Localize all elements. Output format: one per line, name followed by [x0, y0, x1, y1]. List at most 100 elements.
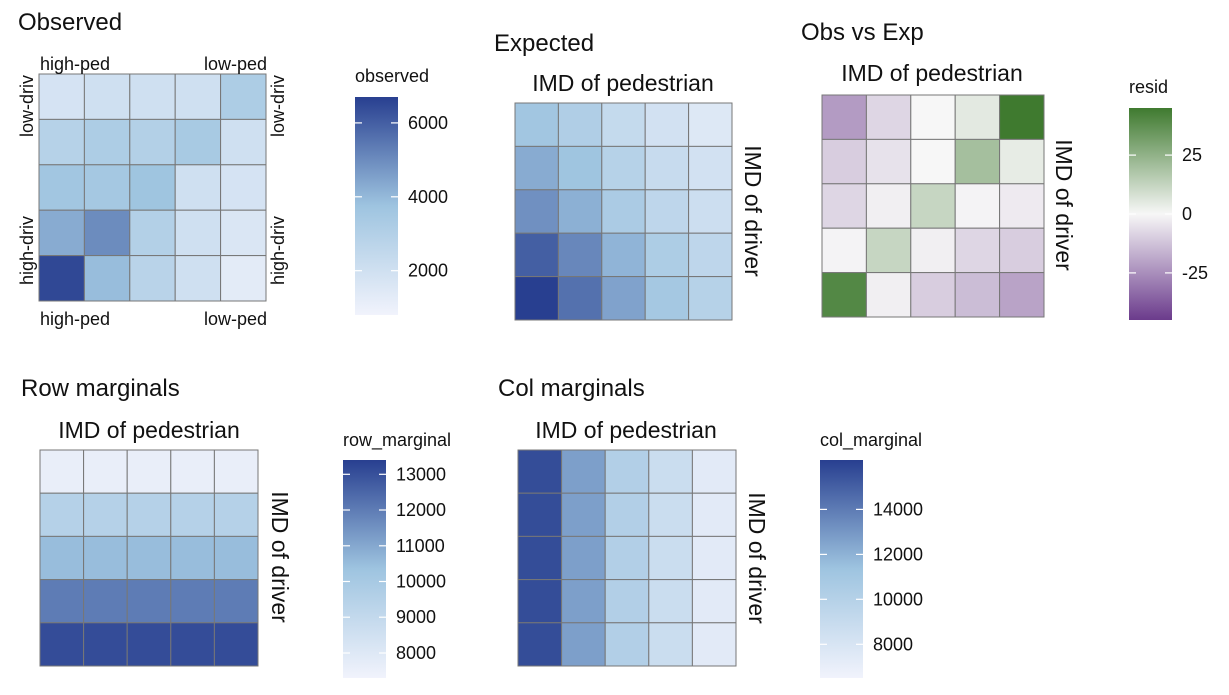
- heatmap-cell: [174, 209, 222, 257]
- legend-colorbar: [820, 460, 863, 678]
- heatmap-grid: [821, 94, 1045, 318]
- heatmap-cell: [514, 232, 559, 278]
- legend-tick-label: 25: [1182, 145, 1202, 165]
- heatmap-cell: [174, 73, 222, 120]
- corner-label-right-top: low-driv: [268, 75, 288, 137]
- legend-tick-label: 12000: [396, 500, 446, 520]
- x-axis-label: IMD of pedestrian: [841, 60, 1023, 86]
- heatmap-cell: [83, 164, 131, 211]
- heatmap-cell: [213, 535, 259, 581]
- panel-expected: Expected IMD of pedestrian IMD of driver: [494, 30, 766, 321]
- heatmap-cell: [604, 492, 650, 537]
- heatmap-cell: [517, 579, 563, 624]
- corner-label-left-bottom: high-driv: [17, 216, 37, 285]
- heatmap-cell: [954, 94, 1001, 140]
- heatmap-cell: [644, 189, 690, 234]
- heatmap-cell: [220, 164, 267, 211]
- heatmap-cell: [601, 102, 646, 147]
- panel-title: Col marginals: [498, 375, 645, 402]
- heatmap-cell: [604, 449, 650, 494]
- heatmap-cell: [910, 138, 956, 185]
- heatmap-cell: [126, 535, 172, 581]
- legend-title: resid: [1129, 77, 1168, 97]
- heatmap-cell: [999, 272, 1045, 318]
- heatmap-cell: [38, 73, 85, 120]
- heatmap-cell: [688, 276, 733, 321]
- heatmap-cell: [688, 232, 733, 278]
- heatmap-cell: [129, 118, 176, 166]
- heatmap-cell: [561, 579, 606, 624]
- panel-title: Expected: [494, 30, 594, 57]
- heatmap-cell: [129, 255, 176, 302]
- heatmap-cell: [604, 622, 650, 667]
- legend-title: observed: [355, 66, 429, 86]
- heatmap-cell: [561, 622, 606, 667]
- heatmap-cell: [557, 102, 603, 147]
- heatmap-cell: [954, 138, 1001, 185]
- legend-tick-label: 14000: [873, 499, 923, 519]
- corner-label-left-top: low-driv: [17, 75, 37, 137]
- heatmap-cell: [514, 102, 559, 147]
- heatmap-cell: [601, 232, 646, 278]
- y-axis-label: IMD of driver: [267, 491, 293, 623]
- heatmap-cell: [170, 622, 215, 667]
- heatmap-cell: [691, 449, 737, 494]
- legend-ticks: 25 0 -25: [1129, 145, 1208, 283]
- legend-title: row_marginal: [343, 430, 451, 451]
- heatmap-cell: [129, 209, 176, 257]
- heatmap-cell: [517, 492, 563, 537]
- heatmap-cell: [83, 73, 131, 120]
- legend-tick-label: 10000: [873, 589, 923, 609]
- heatmap-cell: [213, 579, 259, 624]
- heatmap-cell: [865, 94, 912, 140]
- panel-title: Observed: [18, 9, 122, 36]
- heatmap-cell: [604, 535, 650, 581]
- heatmap-cell: [174, 255, 222, 302]
- legend-colorbar: [355, 97, 398, 315]
- heatmap-cell: [517, 622, 563, 667]
- heatmap-cell: [865, 138, 912, 185]
- heatmap-cell: [648, 449, 693, 494]
- heatmap-cell: [648, 579, 693, 624]
- heatmap-cell: [688, 145, 733, 191]
- legend-ticks: 2000 4000 6000: [355, 113, 448, 281]
- panel-col-marginals: Col marginals IMD of pedestrian IMD of d…: [498, 375, 770, 667]
- heatmap-cell: [954, 227, 1001, 274]
- corner-label-right-bottom: high-driv: [268, 216, 288, 285]
- heatmap-cell: [83, 535, 128, 581]
- panel-row-marginals: Row marginals IMD of pedestrian IMD of d…: [21, 375, 293, 667]
- heatmap-cell: [999, 227, 1045, 274]
- legend-tick-label: 8000: [396, 643, 436, 663]
- heatmap-cell: [83, 255, 131, 302]
- heatmap-cell: [83, 209, 131, 257]
- heatmap-cell: [601, 276, 646, 321]
- heatmap-cell: [220, 118, 267, 166]
- heatmap-cell: [514, 189, 559, 234]
- heatmap-cell: [126, 449, 172, 494]
- panel-observed: Observed high-ped low-ped high-ped low-p…: [17, 9, 288, 329]
- heatmap-cell: [910, 272, 956, 318]
- heatmap-cell: [865, 183, 912, 229]
- heatmap-grid: [514, 102, 733, 321]
- heatmap-cell: [38, 118, 85, 166]
- legend-tick-label: 0: [1182, 204, 1192, 224]
- heatmap-cell: [517, 449, 563, 494]
- heatmap-cell: [865, 272, 912, 318]
- y-axis-label: IMD of driver: [1051, 139, 1077, 271]
- heatmap-cell: [688, 189, 733, 234]
- legend-tick-label: 11000: [396, 536, 445, 556]
- heatmap-cell: [39, 492, 85, 537]
- panel-obs-vs-exp: Obs vs Exp IMD of pedestrian IMD of driv…: [801, 19, 1077, 318]
- heatmap-cell: [126, 622, 172, 667]
- heatmap-cell: [557, 189, 603, 234]
- heatmap-cell: [865, 227, 912, 274]
- heatmap-cell: [821, 183, 867, 229]
- heatmap-cell: [999, 94, 1045, 140]
- heatmap-cell: [644, 276, 690, 321]
- heatmap-cell: [126, 492, 172, 537]
- legend-ticks: 13000 12000 11000 10000 9000 8000: [343, 464, 446, 663]
- panel-title: Obs vs Exp: [801, 19, 924, 46]
- heatmap-grid: [39, 449, 259, 667]
- heatmap-cell: [517, 535, 563, 581]
- heatmap-cell: [910, 94, 956, 140]
